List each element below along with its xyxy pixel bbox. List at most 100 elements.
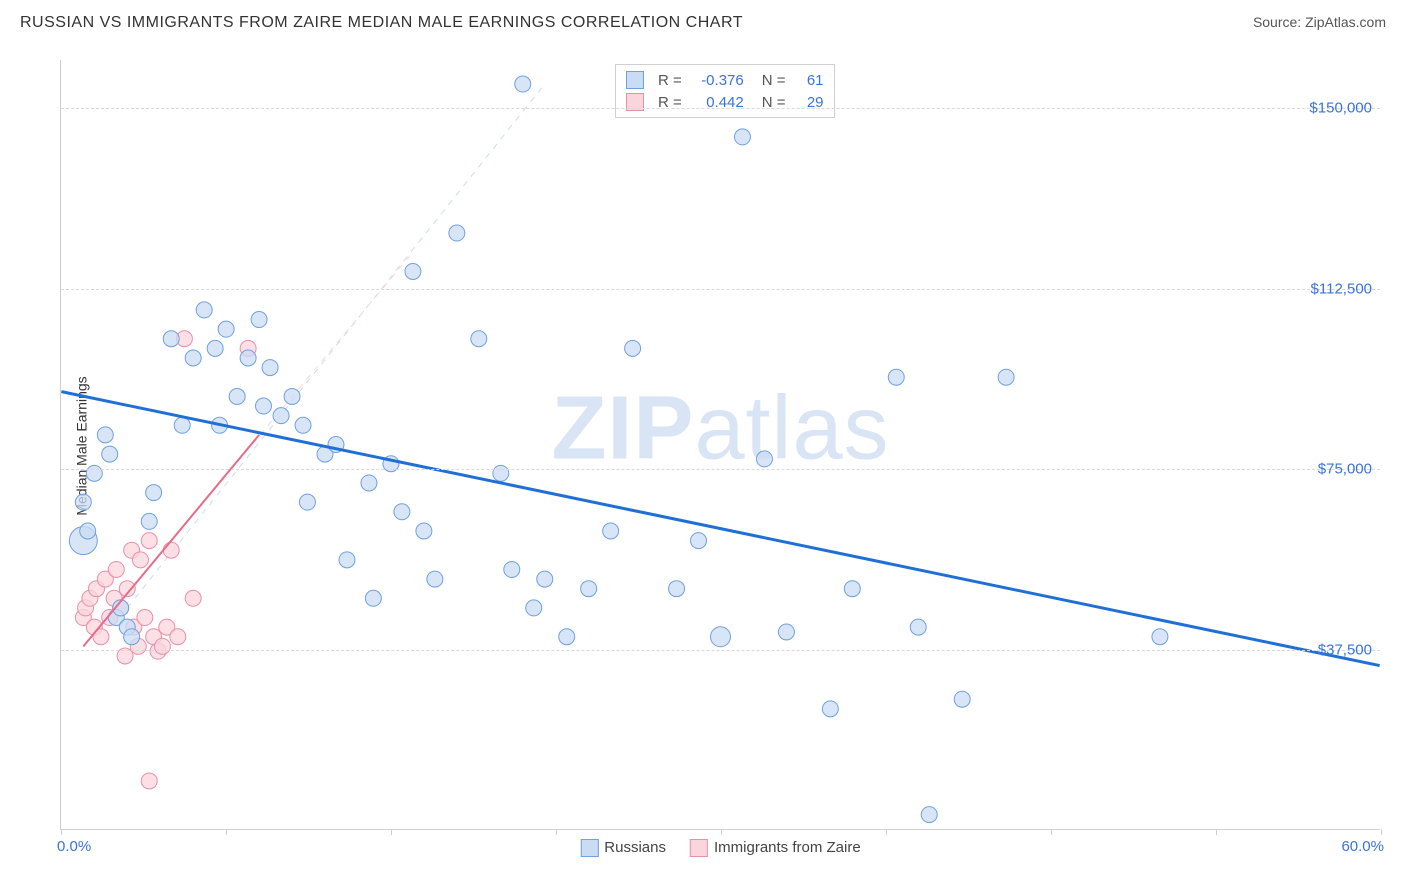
data-point[interactable]: [273, 408, 289, 424]
data-point[interactable]: [284, 388, 300, 404]
series-legend: Russians Immigrants from Zaire: [580, 839, 860, 857]
x-tick: [886, 829, 887, 835]
data-point[interactable]: [299, 494, 315, 510]
data-point[interactable]: [141, 533, 157, 549]
data-point[interactable]: [163, 542, 179, 558]
data-point[interactable]: [471, 331, 487, 347]
data-point[interactable]: [108, 561, 124, 577]
x-tick: [721, 829, 722, 835]
data-point[interactable]: [132, 552, 148, 568]
data-point[interactable]: [80, 523, 96, 539]
legend-label: Immigrants from Zaire: [714, 839, 861, 856]
data-point[interactable]: [515, 76, 531, 92]
data-point[interactable]: [196, 302, 212, 318]
gridline: [61, 108, 1380, 109]
data-point[interactable]: [1152, 629, 1168, 645]
correlation-legend: R = -0.376 N = 61 R =0.442N =29: [615, 64, 835, 118]
n-value: 61: [794, 72, 824, 89]
data-point[interactable]: [669, 581, 685, 597]
data-point[interactable]: [756, 451, 772, 467]
y-tick-label: $37,500: [1318, 641, 1372, 658]
source-attribution: Source: ZipAtlas.com: [1253, 14, 1386, 30]
chart-title: RUSSIAN VS IMMIGRANTS FROM ZAIRE MEDIAN …: [20, 14, 743, 32]
data-point[interactable]: [365, 590, 381, 606]
x-tick: [1216, 829, 1217, 835]
data-point[interactable]: [405, 263, 421, 279]
data-point[interactable]: [141, 513, 157, 529]
data-point[interactable]: [229, 388, 245, 404]
data-point[interactable]: [154, 638, 170, 654]
data-point[interactable]: [559, 629, 575, 645]
data-point[interactable]: [888, 369, 904, 385]
data-point[interactable]: [910, 619, 926, 635]
data-point[interactable]: [734, 129, 750, 145]
plot-area: ZIPatlas R =-0.376N =61R =0.442N =29 Rus…: [60, 60, 1380, 830]
data-point[interactable]: [170, 629, 186, 645]
data-point[interactable]: [625, 340, 641, 356]
data-point[interactable]: [537, 571, 553, 587]
data-point[interactable]: [141, 773, 157, 789]
data-point[interactable]: [998, 369, 1014, 385]
data-point[interactable]: [174, 417, 190, 433]
data-point[interactable]: [240, 350, 256, 366]
x-tick: [61, 829, 62, 835]
trend-line: [83, 435, 259, 646]
data-point[interactable]: [394, 504, 410, 520]
data-point[interactable]: [822, 701, 838, 717]
x-axis-max-label: 60.0%: [1341, 838, 1384, 855]
x-tick: [1051, 829, 1052, 835]
data-point[interactable]: [361, 475, 377, 491]
r-label: R =: [658, 72, 682, 89]
data-point[interactable]: [603, 523, 619, 539]
legend-label: Russians: [604, 839, 666, 856]
source-value: ZipAtlas.com: [1305, 14, 1386, 30]
data-point[interactable]: [185, 590, 201, 606]
chart-svg: [61, 60, 1380, 829]
data-point[interactable]: [75, 494, 91, 510]
data-point[interactable]: [102, 446, 118, 462]
data-point[interactable]: [146, 485, 162, 501]
data-point[interactable]: [526, 600, 542, 616]
correlation-row: R =0.442N =29: [626, 91, 824, 113]
data-point[interactable]: [493, 465, 509, 481]
data-point[interactable]: [256, 398, 272, 414]
data-point[interactable]: [427, 571, 443, 587]
legend-item[interactable]: Immigrants from Zaire: [690, 839, 861, 857]
data-point[interactable]: [295, 417, 311, 433]
data-point[interactable]: [163, 331, 179, 347]
x-tick: [391, 829, 392, 835]
data-point[interactable]: [504, 561, 520, 577]
data-point[interactable]: [218, 321, 234, 337]
data-point[interactable]: [581, 581, 597, 597]
y-tick-label: $150,000: [1309, 100, 1372, 117]
data-point[interactable]: [778, 624, 794, 640]
data-point[interactable]: [921, 807, 937, 823]
correlation-row: R = -0.376 N = 61: [626, 69, 824, 91]
y-tick-label: $112,500: [1311, 280, 1372, 297]
legend-item[interactable]: Russians: [580, 839, 666, 857]
data-point[interactable]: [339, 552, 355, 568]
data-point[interactable]: [97, 427, 113, 443]
data-point[interactable]: [124, 629, 140, 645]
data-point[interactable]: [207, 340, 223, 356]
data-point[interactable]: [262, 360, 278, 376]
trend-line: [61, 392, 1379, 666]
data-point[interactable]: [954, 691, 970, 707]
n-label: N =: [762, 72, 786, 89]
data-point[interactable]: [416, 523, 432, 539]
data-point[interactable]: [137, 610, 153, 626]
legend-swatch: [690, 839, 708, 857]
gridline: [61, 469, 1380, 470]
data-point[interactable]: [844, 581, 860, 597]
data-point[interactable]: [711, 627, 731, 647]
data-point[interactable]: [185, 350, 201, 366]
header: RUSSIAN VS IMMIGRANTS FROM ZAIRE MEDIAN …: [0, 0, 1406, 48]
data-point[interactable]: [251, 312, 267, 328]
data-point[interactable]: [449, 225, 465, 241]
legend-swatch: [580, 839, 598, 857]
x-axis-min-label: 0.0%: [57, 838, 91, 855]
r-value: -0.376: [690, 72, 744, 89]
data-point[interactable]: [691, 533, 707, 549]
data-point[interactable]: [86, 465, 102, 481]
chart-container: RUSSIAN VS IMMIGRANTS FROM ZAIRE MEDIAN …: [0, 0, 1406, 892]
